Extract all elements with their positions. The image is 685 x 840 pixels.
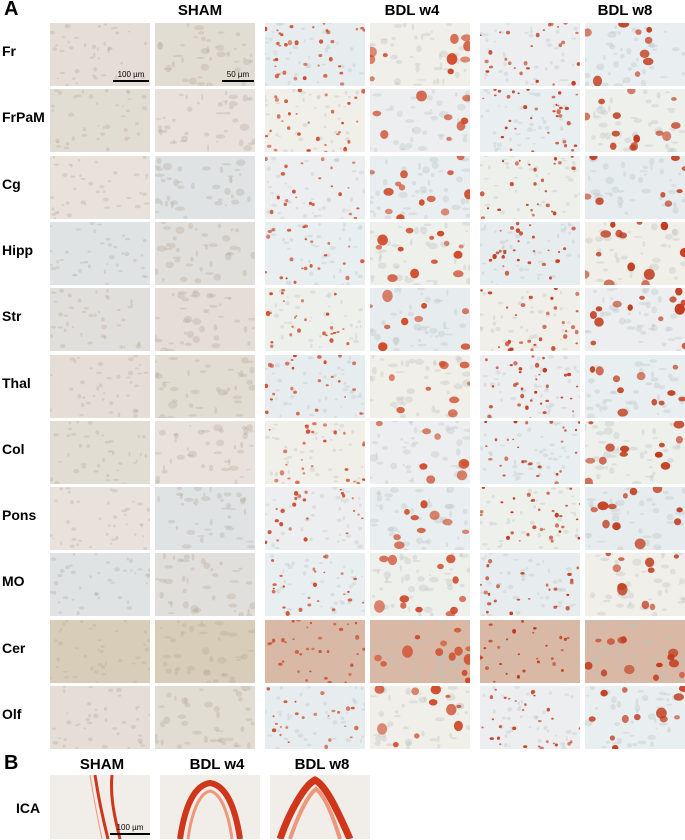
micrograph-mo-bdl-w4-high-mag: [370, 553, 470, 616]
micrograph-mo-bdl-w4-low-mag: [265, 553, 365, 616]
micrograph-fr-sham-high-mag: [155, 23, 255, 86]
micrograph-fr-bdl-w4-low-mag: [265, 23, 365, 86]
micrograph-str-bdl-w8-high-mag: [585, 288, 685, 351]
row-label-olf: Olf: [2, 706, 22, 722]
row-label-fr: Fr: [2, 43, 16, 59]
micrograph-pons-bdl-w4-low-mag: [265, 487, 365, 550]
micrograph-fr-sham-low-mag: [50, 23, 150, 86]
panel-a-letter: A: [4, 0, 19, 20]
micrograph-pons-bdl-w8-low-mag: [480, 487, 580, 550]
micrograph-cg-bdl-w8-high-mag: [585, 156, 685, 219]
micrograph-hipp-sham-high-mag: [155, 222, 255, 285]
micrograph-thal-sham-high-mag: [155, 355, 255, 418]
micrograph-cg-bdl-w4-low-mag: [265, 156, 365, 219]
micrograph-mo-bdl-w8-high-mag: [585, 553, 685, 616]
micrograph-cer-sham-low-mag: [50, 620, 150, 683]
b-group-label-bdl-w4: BDL w4: [189, 756, 245, 773]
row-label-cer: Cer: [2, 640, 26, 656]
scale-bar-ica: 100 µm: [110, 823, 150, 835]
micrograph-cer-bdl-w4-low-mag: [265, 620, 365, 683]
micrograph-thal-bdl-w8-low-mag: [480, 355, 580, 418]
micrograph-frpam-sham-low-mag: [50, 89, 150, 152]
micrograph-str-sham-high-mag: [155, 288, 255, 351]
row-label-thal: Thal: [2, 375, 31, 391]
micrograph-frpam-bdl-w4-high-mag: [370, 89, 470, 152]
micrograph-hipp-bdl-w4-high-mag: [370, 222, 470, 285]
micrograph-col-bdl-w4-low-mag: [265, 421, 365, 484]
row-label-pons: Pons: [2, 507, 37, 523]
micrograph-pons-sham-low-mag: [50, 487, 150, 550]
micrograph-col-sham-high-mag: [155, 421, 255, 484]
micrograph-cg-bdl-w4-high-mag: [370, 156, 470, 219]
micrograph-str-sham-low-mag: [50, 288, 150, 351]
row-label-ica: ICA: [16, 800, 41, 816]
micrograph-olf-sham-low-mag: [50, 686, 150, 749]
micrograph-thal-bdl-w8-high-mag: [585, 355, 685, 418]
micrograph-pons-sham-high-mag: [155, 487, 255, 550]
micrograph-str-bdl-w4-high-mag: [370, 288, 470, 351]
micrograph-mo-sham-high-mag: [155, 553, 255, 616]
micrograph-cer-bdl-w4-high-mag: [370, 620, 470, 683]
group-label-bdl-w4: BDL w4: [384, 2, 440, 19]
micrograph-pons-bdl-w8-high-mag: [585, 487, 685, 550]
row-label-str: Str: [2, 308, 22, 324]
micrograph-col-bdl-w4-high-mag: [370, 421, 470, 484]
row-label-cg: Cg: [2, 176, 21, 192]
micrograph-frpam-bdl-w8-high-mag: [585, 89, 685, 152]
ica-micrograph-bdl-w4: [160, 775, 260, 839]
micrograph-thal-sham-low-mag: [50, 355, 150, 418]
micrograph-cg-sham-high-mag: [155, 156, 255, 219]
micrograph-cer-bdl-w8-high-mag: [585, 620, 685, 683]
micrograph-fr-bdl-w8-high-mag: [585, 23, 685, 86]
micrograph-col-sham-low-mag: [50, 421, 150, 484]
micrograph-fr-bdl-w4-high-mag: [370, 23, 470, 86]
scale-bar-low-mag: 100 µm: [113, 70, 149, 82]
panel-b-letter: B: [4, 752, 19, 774]
b-group-label-sham: SHAM: [79, 756, 125, 773]
micrograph-cg-sham-low-mag: [50, 156, 150, 219]
micrograph-hipp-bdl-w8-low-mag: [480, 222, 580, 285]
micrograph-hipp-sham-low-mag: [50, 222, 150, 285]
micrograph-col-bdl-w8-high-mag: [585, 421, 685, 484]
row-label-col: Col: [2, 441, 25, 457]
row-label-frpam: FrPaM: [2, 109, 45, 125]
micrograph-str-bdl-w8-low-mag: [480, 288, 580, 351]
micrograph-frpam-bdl-w4-low-mag: [265, 89, 365, 152]
micrograph-thal-bdl-w4-low-mag: [265, 355, 365, 418]
micrograph-mo-sham-low-mag: [50, 553, 150, 616]
group-label-bdl-w8: BDL w8: [597, 2, 653, 19]
micrograph-olf-sham-high-mag: [155, 686, 255, 749]
micrograph-olf-bdl-w8-low-mag: [480, 686, 580, 749]
row-label-hipp: Hipp: [2, 242, 34, 258]
micrograph-olf-bdl-w8-high-mag: [585, 686, 685, 749]
micrograph-fr-bdl-w8-low-mag: [480, 23, 580, 86]
micrograph-olf-bdl-w4-low-mag: [265, 686, 365, 749]
micrograph-cer-sham-high-mag: [155, 620, 255, 683]
micrograph-str-bdl-w4-low-mag: [265, 288, 365, 351]
ica-micrograph-bdl-w8: [270, 775, 370, 839]
micrograph-hipp-bdl-w8-high-mag: [585, 222, 685, 285]
row-label-mo: MO: [2, 573, 25, 589]
micrograph-cg-bdl-w8-low-mag: [480, 156, 580, 219]
micrograph-mo-bdl-w8-low-mag: [480, 553, 580, 616]
micrograph-hipp-bdl-w4-low-mag: [265, 222, 365, 285]
scale-bar-high-mag: 50 µm: [222, 70, 254, 82]
micrograph-cer-bdl-w8-low-mag: [480, 620, 580, 683]
micrograph-thal-bdl-w4-high-mag: [370, 355, 470, 418]
micrograph-frpam-bdl-w8-low-mag: [480, 89, 580, 152]
micrograph-col-bdl-w8-low-mag: [480, 421, 580, 484]
micrograph-frpam-sham-high-mag: [155, 89, 255, 152]
micrograph-pons-bdl-w4-high-mag: [370, 487, 470, 550]
ica-micrograph-sham: [50, 775, 150, 839]
group-label-sham: SHAM: [177, 2, 223, 19]
b-group-label-bdl-w8: BDL w8: [294, 756, 350, 773]
micrograph-olf-bdl-w4-high-mag: [370, 686, 470, 749]
